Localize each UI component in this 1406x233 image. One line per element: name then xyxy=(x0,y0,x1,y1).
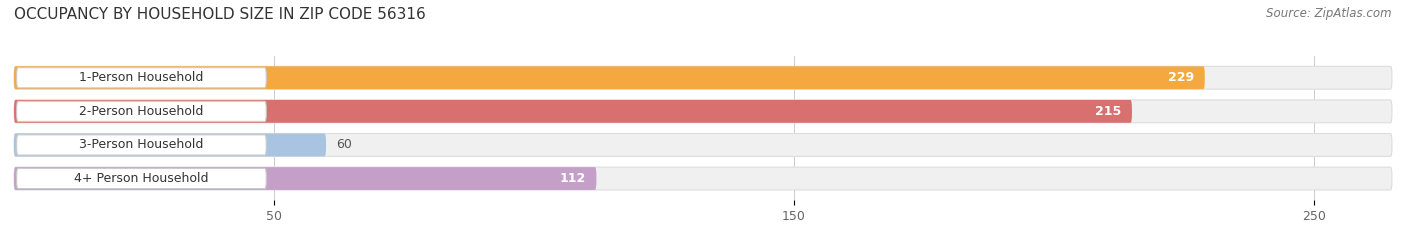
Text: 1-Person Household: 1-Person Household xyxy=(79,71,204,84)
Text: 4+ Person Household: 4+ Person Household xyxy=(75,172,208,185)
FancyBboxPatch shape xyxy=(17,68,266,88)
FancyBboxPatch shape xyxy=(14,100,1392,123)
FancyBboxPatch shape xyxy=(14,100,1132,123)
Text: 3-Person Household: 3-Person Household xyxy=(79,138,204,151)
Text: 229: 229 xyxy=(1168,71,1194,84)
FancyBboxPatch shape xyxy=(14,167,596,190)
FancyBboxPatch shape xyxy=(14,167,1392,190)
Text: 2-Person Household: 2-Person Household xyxy=(79,105,204,118)
Text: 112: 112 xyxy=(560,172,586,185)
Text: 215: 215 xyxy=(1095,105,1122,118)
Text: 60: 60 xyxy=(336,138,353,151)
Text: Source: ZipAtlas.com: Source: ZipAtlas.com xyxy=(1267,7,1392,20)
FancyBboxPatch shape xyxy=(17,135,266,155)
FancyBboxPatch shape xyxy=(14,134,1392,156)
FancyBboxPatch shape xyxy=(14,134,326,156)
FancyBboxPatch shape xyxy=(17,101,266,121)
FancyBboxPatch shape xyxy=(14,66,1205,89)
Text: OCCUPANCY BY HOUSEHOLD SIZE IN ZIP CODE 56316: OCCUPANCY BY HOUSEHOLD SIZE IN ZIP CODE … xyxy=(14,7,426,22)
FancyBboxPatch shape xyxy=(17,168,266,189)
FancyBboxPatch shape xyxy=(14,66,1392,89)
